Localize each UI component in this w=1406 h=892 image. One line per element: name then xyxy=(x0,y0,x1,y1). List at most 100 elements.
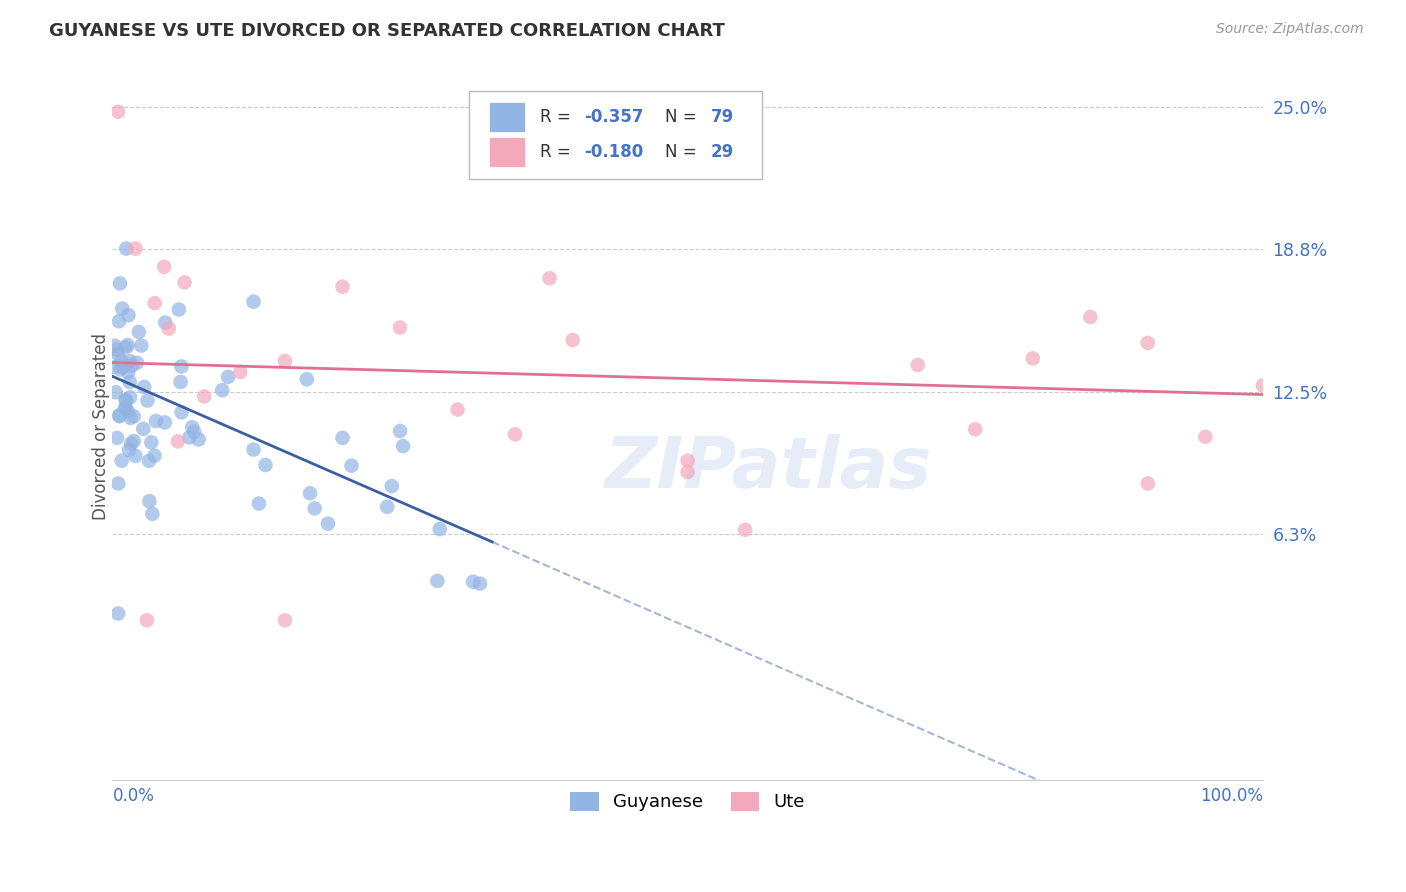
Point xyxy=(538,271,561,285)
Point xyxy=(242,442,264,457)
Point xyxy=(136,393,159,408)
Point xyxy=(734,523,756,537)
Point xyxy=(110,362,132,376)
Point xyxy=(111,301,134,316)
Point xyxy=(128,325,150,339)
Point xyxy=(295,372,318,386)
Point xyxy=(907,358,929,372)
Point xyxy=(108,408,131,422)
Point xyxy=(117,365,139,379)
Point xyxy=(153,260,176,274)
Point xyxy=(332,431,354,445)
Point xyxy=(105,431,128,445)
Point xyxy=(316,516,339,531)
Y-axis label: Divorced or Separated: Divorced or Separated xyxy=(93,333,110,520)
Point xyxy=(229,365,252,379)
Point xyxy=(115,340,138,354)
Text: 100.0%: 100.0% xyxy=(1199,787,1263,805)
Text: ZIPatlas: ZIPatlas xyxy=(605,434,932,503)
Point xyxy=(120,410,142,425)
Point xyxy=(124,449,146,463)
Text: R =: R = xyxy=(540,143,576,161)
Point xyxy=(247,497,270,511)
Text: -0.357: -0.357 xyxy=(583,108,644,126)
Point xyxy=(463,574,485,589)
Point xyxy=(173,276,195,290)
Point xyxy=(1136,476,1159,491)
FancyBboxPatch shape xyxy=(489,102,526,132)
Point xyxy=(118,442,141,457)
Point xyxy=(217,370,239,384)
Point xyxy=(170,359,193,374)
Point xyxy=(157,321,180,335)
Point xyxy=(104,339,127,353)
Point xyxy=(1251,378,1274,392)
Point xyxy=(112,360,135,375)
Point xyxy=(138,454,160,468)
Point xyxy=(274,354,297,368)
Point xyxy=(211,383,233,397)
Point xyxy=(179,430,201,444)
Point xyxy=(426,574,449,588)
Text: 79: 79 xyxy=(710,108,734,126)
Point xyxy=(136,613,159,627)
Point xyxy=(141,435,163,450)
Point xyxy=(120,390,142,404)
Legend: Guyanese, Ute: Guyanese, Ute xyxy=(561,783,814,821)
Point xyxy=(169,375,191,389)
Point xyxy=(274,613,297,627)
Point xyxy=(125,356,148,370)
Point xyxy=(114,401,136,415)
Point xyxy=(340,458,363,473)
Point xyxy=(304,501,326,516)
Point xyxy=(561,333,583,347)
Point xyxy=(332,279,354,293)
Point xyxy=(375,500,398,514)
Point xyxy=(1022,351,1045,366)
Point xyxy=(143,449,166,463)
Point xyxy=(503,427,526,442)
Point xyxy=(117,338,139,352)
Point xyxy=(114,392,136,407)
Text: R =: R = xyxy=(540,108,576,126)
Point xyxy=(104,385,127,400)
Point xyxy=(389,320,412,334)
Point xyxy=(114,401,136,416)
Text: -0.180: -0.180 xyxy=(583,143,644,161)
Point xyxy=(392,439,415,453)
FancyBboxPatch shape xyxy=(470,91,762,179)
Point xyxy=(115,394,138,409)
Point xyxy=(122,409,145,424)
Point xyxy=(138,494,160,508)
Point xyxy=(298,486,321,500)
Point xyxy=(167,434,190,449)
Point xyxy=(143,296,166,310)
Point xyxy=(132,422,155,436)
Point xyxy=(1078,310,1101,324)
Point xyxy=(122,434,145,449)
Point xyxy=(120,436,142,450)
Point xyxy=(155,316,177,330)
Point xyxy=(118,375,141,389)
Point xyxy=(115,242,138,256)
Point xyxy=(111,453,134,467)
Point xyxy=(242,294,264,309)
Point xyxy=(468,576,491,591)
Point xyxy=(108,409,131,424)
Point xyxy=(107,476,129,491)
Point xyxy=(965,422,987,436)
Point xyxy=(381,479,404,493)
Text: N =: N = xyxy=(665,108,702,126)
Text: N =: N = xyxy=(665,143,702,161)
Point xyxy=(107,607,129,621)
Point xyxy=(117,308,139,322)
Text: GUYANESE VS UTE DIVORCED OR SEPARATED CORRELATION CHART: GUYANESE VS UTE DIVORCED OR SEPARATED CO… xyxy=(49,22,725,40)
Point xyxy=(104,360,127,375)
Point xyxy=(107,347,129,361)
Point xyxy=(167,302,190,317)
Point xyxy=(108,277,131,291)
Point xyxy=(105,343,128,357)
Point xyxy=(124,242,146,256)
Point xyxy=(429,522,451,536)
Point xyxy=(145,414,167,428)
